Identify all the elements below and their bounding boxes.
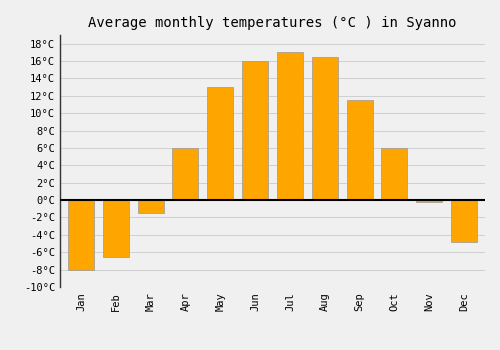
Bar: [277, 52, 303, 200]
Bar: [138, 200, 164, 213]
Bar: [242, 61, 268, 200]
Bar: [312, 57, 338, 200]
Bar: [172, 148, 199, 200]
Bar: [451, 200, 477, 242]
Bar: [207, 87, 234, 200]
Bar: [102, 200, 129, 257]
Bar: [416, 200, 442, 202]
Bar: [382, 148, 407, 200]
Bar: [68, 200, 94, 270]
Bar: [346, 100, 372, 200]
Title: Average monthly temperatures (°C ) in Syanno: Average monthly temperatures (°C ) in Sy…: [88, 16, 457, 30]
